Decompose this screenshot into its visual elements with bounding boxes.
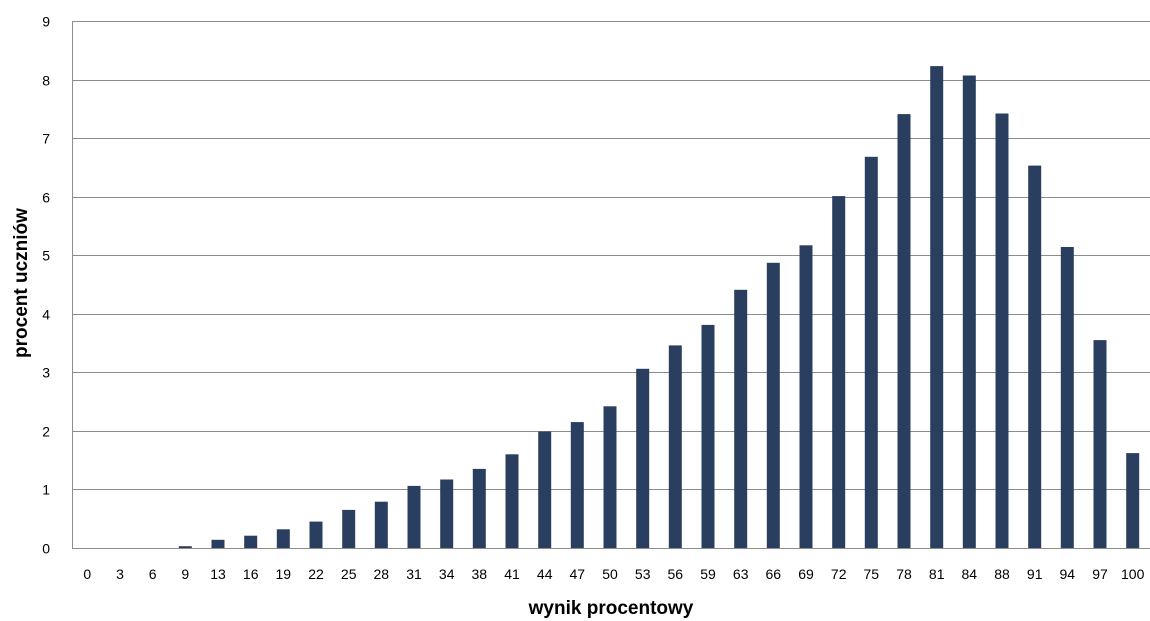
x-tick-label: 72	[831, 566, 847, 582]
bar	[930, 66, 944, 548]
x-tick-label: 53	[635, 566, 651, 582]
y-tick-label: 7	[42, 131, 50, 147]
y-tick-label: 9	[42, 14, 50, 30]
y-axis-title: procent uczniów	[11, 208, 32, 358]
bar	[766, 262, 780, 548]
bar	[668, 345, 682, 548]
bars	[178, 66, 1140, 549]
y-tick-label: 2	[42, 424, 50, 440]
bar	[864, 156, 878, 549]
bar	[440, 479, 454, 548]
x-axis-title: wynik procentowy	[528, 598, 694, 619]
x-tick-label: 41	[504, 566, 520, 582]
x-tick-label: 94	[1060, 566, 1076, 582]
bar	[701, 324, 715, 548]
bar	[995, 113, 1009, 548]
x-tick-label: 78	[896, 566, 912, 582]
x-tick-label: 38	[472, 566, 488, 582]
bar	[570, 422, 584, 548]
bar	[799, 245, 813, 549]
x-tick-label: 100	[1121, 566, 1145, 582]
x-tick-label: 34	[439, 566, 455, 582]
x-tick-label: 13	[210, 566, 226, 582]
x-tick-label: 25	[341, 566, 357, 582]
x-tick-label: 6	[149, 566, 157, 582]
x-tick-label: 56	[668, 566, 684, 582]
x-tick-label: 22	[308, 566, 324, 582]
bar	[407, 485, 421, 548]
bar	[342, 509, 356, 548]
bar	[538, 431, 552, 548]
x-tick-label: 44	[537, 566, 553, 582]
bar	[1126, 453, 1140, 548]
bar	[505, 454, 519, 548]
x-tick-label: 3	[116, 566, 124, 582]
x-tick-label: 28	[374, 566, 390, 582]
x-tick-label: 59	[700, 566, 716, 582]
x-tick-label: 69	[798, 566, 814, 582]
x-tick-label: 47	[570, 566, 586, 582]
x-tick-label: 0	[83, 566, 91, 582]
bar	[1028, 165, 1042, 548]
x-tick-label: 97	[1092, 566, 1108, 582]
bar	[211, 539, 225, 548]
y-tick-label: 0	[42, 541, 50, 557]
bar	[832, 196, 846, 548]
y-tick-label: 3	[42, 365, 50, 381]
x-tick-label: 75	[864, 566, 880, 582]
y-tick-label: 6	[42, 190, 50, 206]
x-axis-tick-labels: 0 3 6 9 13 16 19 22 25 28 31 34 38 41 44 47 50 53 56 59 63 66…	[83, 566, 1144, 582]
x-tick-label: 63	[733, 566, 749, 582]
bar	[734, 289, 748, 548]
bar	[962, 75, 976, 548]
bar	[636, 368, 650, 548]
bar	[244, 535, 258, 548]
gridlines	[72, 21, 1150, 548]
y-tick-label: 4	[42, 307, 50, 323]
x-tick-label: 31	[406, 566, 422, 582]
bar	[178, 546, 192, 548]
bar	[897, 114, 911, 548]
bar	[1060, 247, 1074, 548]
x-tick-label: 84	[962, 566, 978, 582]
x-tick-label: 66	[766, 566, 782, 582]
x-tick-label: 88	[994, 566, 1010, 582]
bar	[1093, 340, 1107, 548]
bar	[309, 521, 323, 548]
y-tick-label: 1	[42, 482, 50, 498]
x-tick-label: 9	[181, 566, 189, 582]
bar	[374, 501, 388, 548]
x-tick-label: 91	[1027, 566, 1043, 582]
x-tick-label: 81	[929, 566, 945, 582]
y-axis-tick-labels: 0 1 2 3 4 5 6 7 8 9	[42, 14, 50, 557]
bar	[472, 468, 486, 548]
bar	[276, 529, 290, 548]
x-tick-label: 50	[602, 566, 618, 582]
y-tick-label: 8	[42, 73, 50, 89]
y-tick-label: 5	[42, 248, 50, 264]
x-tick-label: 19	[276, 566, 292, 582]
bar	[603, 406, 617, 548]
x-tick-label: 16	[243, 566, 259, 582]
